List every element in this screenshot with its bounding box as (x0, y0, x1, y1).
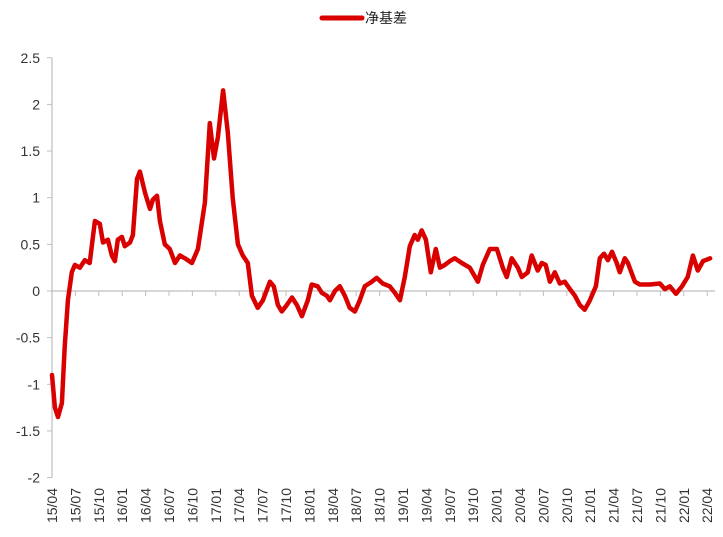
legend: 净基差 (319, 10, 407, 27)
x-tick-label: 18/04 (325, 488, 341, 523)
y-tick-label: -0.5 (16, 330, 40, 346)
x-tick-label: 20/10 (559, 488, 575, 523)
y-axis: 2.5 2 1.5 1 0.5 0 -0.5 -1 -1.5 -2 (16, 50, 53, 486)
x-tick-label: 17/04 (231, 488, 247, 523)
x-tick-label: 19/04 (418, 488, 434, 523)
x-tick-label: 17/01 (208, 488, 224, 523)
x-tick-label: 21/10 (652, 488, 668, 523)
plot-area (49, 88, 713, 420)
x-tick-label: 19/01 (395, 488, 411, 523)
y-tick-label: -1 (28, 376, 41, 392)
x-tick-label: 17/07 (255, 488, 271, 523)
y-tick-label: 2 (32, 96, 40, 112)
y-tick-label: -1.5 (16, 423, 40, 439)
x-tick-label: 16/01 (114, 488, 130, 523)
x-tick-label: 17/10 (278, 488, 294, 523)
y-tick-label: 0 (32, 283, 40, 299)
x-axis: 15/04 15/07 15/10 16/01 16/04 16/07 16/10 17/01… (44, 290, 715, 523)
x-tick-label: 20/01 (489, 488, 505, 523)
x-tick-label: 15/04 (44, 488, 60, 523)
series-line-0 (49, 88, 713, 420)
x-tick-label: 16/07 (161, 488, 177, 523)
y-tick-label: 0.5 (21, 236, 41, 252)
x-tick-label: 19/10 (465, 488, 481, 523)
x-tick-label: 22/01 (676, 488, 692, 523)
y-tick-label: 1 (32, 190, 40, 206)
x-tick-label: 19/07 (442, 488, 458, 523)
x-tick-label: 16/04 (138, 488, 154, 523)
x-tick-label: 18/07 (348, 488, 364, 523)
x-tick-label: 18/01 (301, 488, 317, 523)
x-tick-label: 20/04 (512, 488, 528, 523)
y-tick-label: 1.5 (21, 143, 41, 159)
x-tick-label: 16/10 (184, 488, 200, 523)
x-tick-label: 18/10 (372, 488, 388, 523)
x-tick-label: 21/04 (606, 488, 622, 523)
legend-label: 净基差 (365, 10, 407, 27)
x-tick-label: 21/07 (629, 488, 645, 523)
x-tick-label: 15/10 (91, 488, 107, 523)
x-tick-label: 20/07 (535, 488, 551, 523)
x-tick-label: 15/07 (67, 488, 83, 523)
y-tick-label: 2.5 (21, 50, 41, 66)
x-tick-label: 22/04 (699, 488, 715, 523)
x-tick-label: 21/01 (582, 488, 598, 523)
y-tick-label: -2 (28, 470, 41, 486)
